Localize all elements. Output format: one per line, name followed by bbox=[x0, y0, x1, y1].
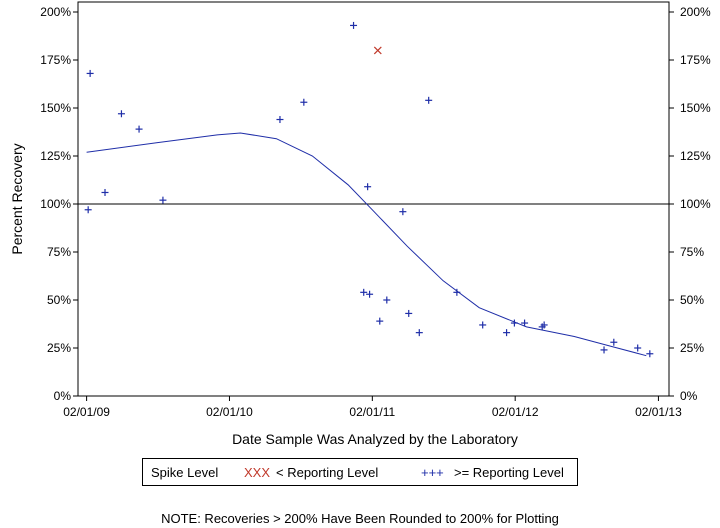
y-tick-label-left: 125% bbox=[40, 149, 71, 163]
data-point bbox=[383, 296, 391, 304]
x-tick-label: 02/01/13 bbox=[635, 405, 682, 419]
data-point bbox=[117, 110, 125, 118]
legend-greater-label: >= Reporting Level bbox=[454, 465, 564, 480]
y-tick-label-left: 150% bbox=[40, 101, 71, 115]
y-tick-label-right: 150% bbox=[680, 101, 711, 115]
data-point bbox=[405, 309, 413, 317]
data-point bbox=[600, 346, 608, 354]
y-tick-label-right: 200% bbox=[680, 5, 711, 19]
data-point bbox=[350, 21, 358, 29]
data-point bbox=[360, 288, 368, 296]
y-tick-label-right: 50% bbox=[680, 293, 704, 307]
data-point bbox=[86, 69, 94, 77]
y-tick-label-right: 125% bbox=[680, 149, 711, 163]
y-tick-label-right: 100% bbox=[680, 197, 711, 211]
data-point bbox=[276, 116, 284, 124]
data-point bbox=[503, 329, 511, 337]
y-tick-label-right: 0% bbox=[680, 389, 698, 403]
data-point-below-reporting bbox=[373, 46, 382, 55]
data-point bbox=[453, 288, 461, 296]
y-tick-label-left: 175% bbox=[40, 53, 71, 67]
data-point bbox=[646, 350, 654, 358]
data-point bbox=[510, 319, 518, 327]
x-tick-label: 02/01/12 bbox=[492, 405, 539, 419]
data-point bbox=[101, 188, 109, 196]
data-point bbox=[84, 206, 92, 214]
y-tick-label-left: 200% bbox=[40, 5, 71, 19]
plot-frame bbox=[77, 1, 670, 397]
x-tick-label: 02/01/11 bbox=[349, 405, 395, 419]
legend-less-label: < Reporting Level bbox=[276, 465, 379, 480]
data-point bbox=[159, 196, 167, 204]
trend-line bbox=[86, 132, 647, 357]
x-tick-label: 02/01/09 bbox=[63, 405, 110, 419]
legend: Spike Level XXX < Reporting Level +++ >=… bbox=[142, 458, 578, 486]
data-point bbox=[376, 317, 384, 325]
data-point bbox=[366, 290, 374, 298]
y-axis-title: Percent Recovery bbox=[9, 143, 25, 254]
data-point bbox=[364, 183, 372, 191]
tick-group: 0% 0% 25% 25% 50% 50% 75% 75% 100% 100% 125% 125% 15… bbox=[40, 5, 711, 419]
data-point bbox=[479, 321, 487, 329]
y-tick-label-left: 50% bbox=[47, 293, 71, 307]
y-tick-label-right: 175% bbox=[680, 53, 711, 67]
data-point bbox=[399, 208, 407, 216]
y-tick-label-left: 0% bbox=[54, 389, 72, 403]
y-tick-label-right: 25% bbox=[680, 341, 704, 355]
data-point bbox=[300, 98, 308, 106]
x-tick-label: 02/01/10 bbox=[206, 405, 253, 419]
data-point bbox=[634, 344, 642, 352]
legend-title: Spike Level bbox=[151, 465, 219, 480]
data-point bbox=[540, 321, 548, 329]
data-point bbox=[610, 338, 618, 346]
data-point bbox=[521, 319, 529, 327]
legend-less-marker: XXX bbox=[244, 465, 271, 480]
y-tick-label-left: 100% bbox=[40, 197, 71, 211]
data-point bbox=[425, 96, 433, 104]
y-tick-label-left: 25% bbox=[47, 341, 71, 355]
data-point bbox=[135, 125, 143, 133]
legend-greater-marker: +++ bbox=[421, 465, 444, 480]
y-tick-label-right: 75% bbox=[680, 245, 704, 259]
y-tick-label-left: 75% bbox=[47, 245, 71, 259]
data-point bbox=[415, 329, 423, 337]
data-points bbox=[84, 21, 654, 358]
x-axis-title: Date Sample Was Analyzed by the Laborato… bbox=[232, 431, 518, 447]
footnote: NOTE: Recoveries > 200% Have Been Rounde… bbox=[161, 511, 559, 526]
